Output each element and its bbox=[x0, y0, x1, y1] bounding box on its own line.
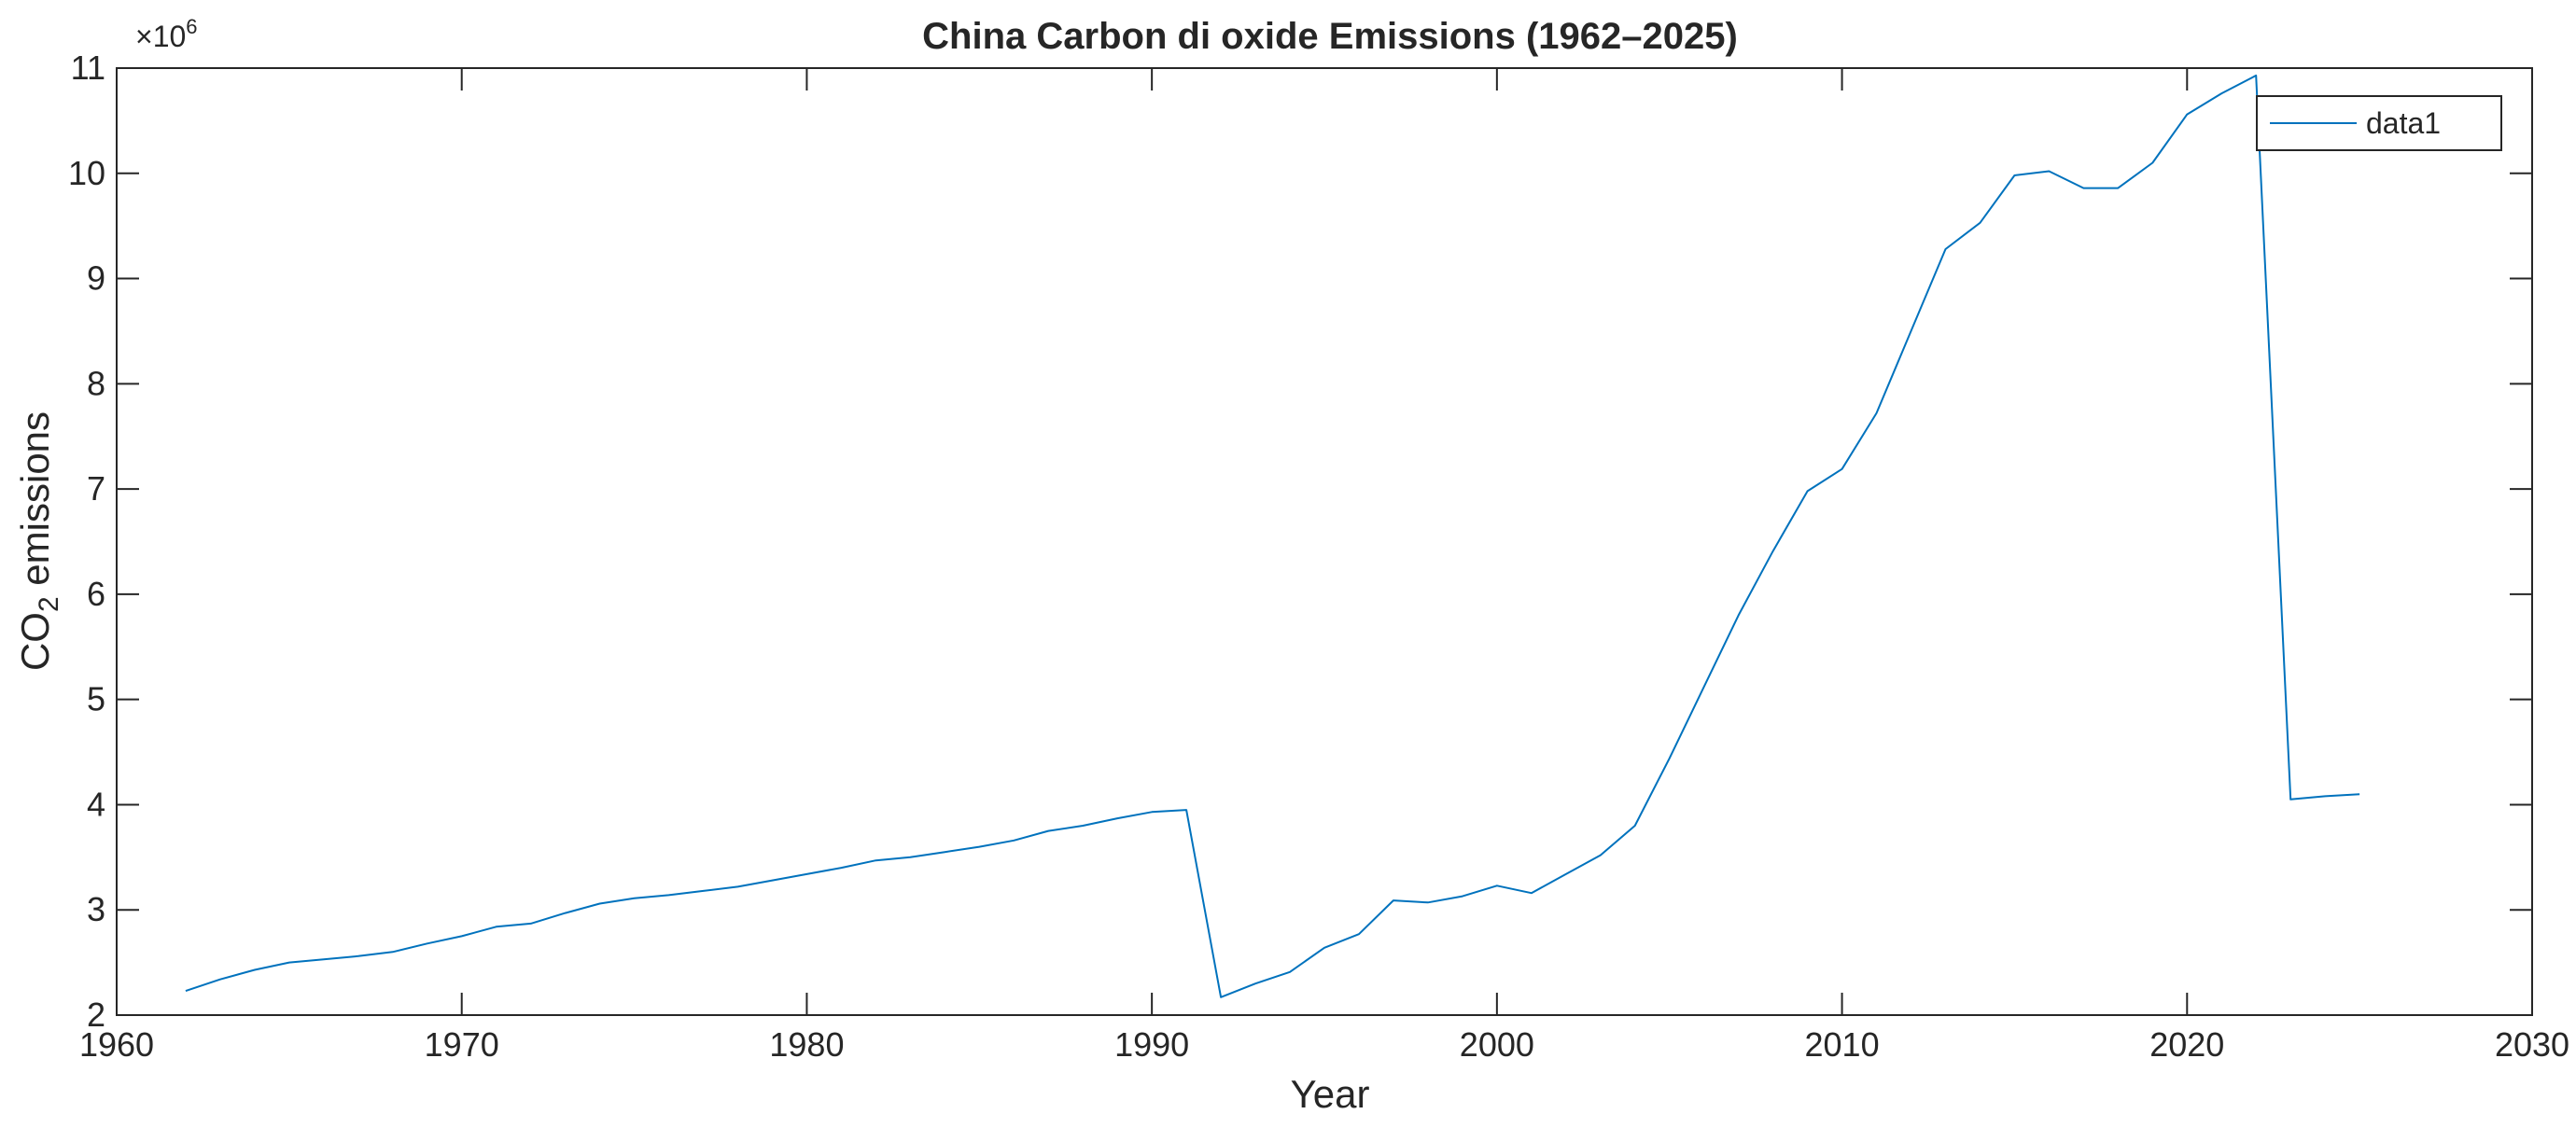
y-tick-label: 2 bbox=[87, 996, 105, 1034]
y-tick-label: 11 bbox=[71, 49, 105, 87]
x-tick-label: 2010 bbox=[1805, 1025, 1880, 1064]
y-tick-label: 5 bbox=[87, 680, 105, 718]
x-axis-label: Year bbox=[1291, 1072, 1370, 1116]
y-tick-label: 10 bbox=[68, 154, 105, 192]
y-axis-label-rest: emissions bbox=[13, 411, 57, 596]
x-tick-label: 1970 bbox=[425, 1025, 499, 1064]
y-axis-label: CO2 emissions bbox=[13, 411, 64, 671]
y-exponent-prefix: ×10 bbox=[135, 20, 186, 53]
x-tick-label: 1980 bbox=[769, 1025, 844, 1064]
y-tick-label: 6 bbox=[87, 575, 105, 613]
y-tick-label: 7 bbox=[87, 469, 105, 508]
y-axis-label-subscript: 2 bbox=[34, 596, 64, 612]
y-tick-label: 8 bbox=[87, 364, 105, 402]
y-tick-label: 3 bbox=[87, 890, 105, 928]
legend-box bbox=[2256, 95, 2502, 151]
x-tick-label: 1960 bbox=[79, 1025, 154, 1064]
y-tick-label: 4 bbox=[87, 785, 105, 823]
y-axis-label-main: CO bbox=[13, 612, 57, 671]
y-exponent-label: ×106 bbox=[135, 15, 198, 53]
y-exponent-power: 6 bbox=[186, 15, 197, 38]
x-tick-label: 2000 bbox=[1460, 1025, 1534, 1064]
legend[interactable]: data1 bbox=[2256, 95, 2502, 151]
chart-title: China Carbon di oxide Emissions (1962–20… bbox=[922, 16, 1738, 57]
series-line-data1 bbox=[185, 74, 2360, 998]
x-tick-label: 2020 bbox=[2149, 1025, 2224, 1064]
legend-label-data1: data1 bbox=[2366, 106, 2441, 140]
x-tick-label: 2030 bbox=[2495, 1025, 2569, 1064]
x-axis: 1960 1970 1980 1990 2000 2010 2020 2030 bbox=[79, 68, 2569, 1064]
series-layer bbox=[185, 74, 2360, 998]
y-axis: 2 3 4 5 6 7 8 9 10 11 bbox=[68, 49, 2532, 1034]
x-tick-label: 1990 bbox=[1114, 1025, 1189, 1064]
y-tick-label: 9 bbox=[87, 259, 105, 298]
plot-area bbox=[116, 67, 2533, 1016]
